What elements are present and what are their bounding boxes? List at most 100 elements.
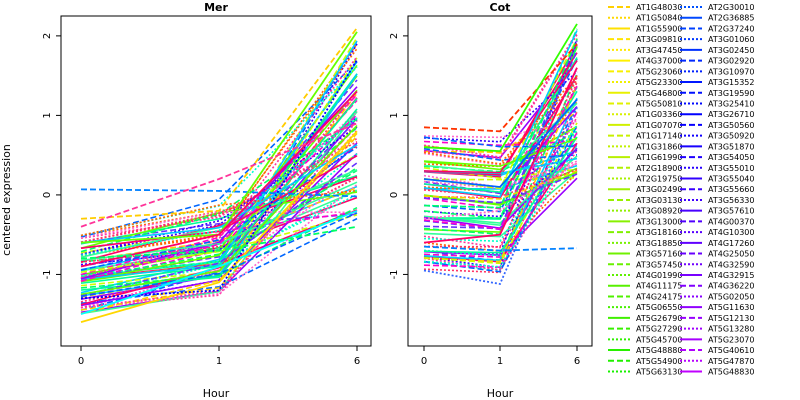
legend-label: AT1G03360 [636, 110, 682, 119]
legend-label: AT3G02490 [636, 185, 682, 194]
legend-label: AT4G01990 [636, 271, 682, 280]
series-line [423, 136, 578, 148]
legend-label: AT2G19750 [636, 175, 682, 184]
series-line [80, 43, 358, 257]
legend-label: AT4G17260 [708, 239, 754, 248]
series-line [80, 166, 358, 276]
legend-label: AT4G37000 [636, 57, 682, 66]
panel-title: Mer [204, 1, 228, 14]
series-line [80, 59, 358, 300]
legend-label: AT4G10300 [708, 228, 754, 237]
series-line [80, 124, 358, 296]
legend-label: AT3G01060 [708, 35, 754, 44]
legend-label: AT5G27290 [636, 325, 682, 334]
series-line [80, 212, 358, 298]
series-line [423, 30, 578, 198]
series-line [423, 38, 578, 220]
legend-label: AT2G30010 [708, 3, 754, 12]
legend-label: AT1G17140 [636, 132, 682, 141]
legend-label: AT5G40610 [708, 346, 754, 355]
x-tick-label: 0 [78, 356, 84, 367]
mer-panel: Mer 0 1 6 Hour -1 0 1 2 [42, 1, 372, 400]
legend-label: AT3G57160 [636, 250, 682, 259]
legend-label: AT5G12130 [708, 314, 754, 323]
series-line [423, 98, 578, 188]
y-tick-label: -1 [389, 269, 400, 279]
series-line [80, 129, 358, 309]
legend-label: AT4G00370 [708, 217, 754, 226]
series-line [80, 116, 358, 257]
series-line [423, 57, 578, 193]
plot-frame [60, 15, 372, 347]
x-axis-title: Hour [203, 387, 230, 400]
x-tick-label: 1 [497, 356, 503, 367]
series-line [80, 126, 358, 256]
x-tick-label: 0 [421, 356, 427, 367]
series-line [80, 225, 358, 260]
series-line [423, 137, 578, 167]
legend-label: AT3G54050 [708, 153, 754, 162]
series-line [423, 147, 578, 161]
series-line [80, 48, 358, 257]
series-line [423, 169, 578, 200]
series-line [80, 206, 358, 289]
legend-label: AT3G55010 [708, 164, 754, 173]
series-line [80, 209, 358, 316]
series-line [80, 175, 358, 263]
legend-label: AT3G57610 [708, 207, 754, 216]
legend-label: AT5G47870 [708, 357, 754, 366]
series-line [80, 145, 358, 243]
series-line [423, 145, 578, 268]
legend-label: AT3G26710 [708, 110, 754, 119]
legend-label: AT4G32590 [708, 260, 754, 269]
legend-label: AT3G18850 [636, 239, 682, 248]
series-line [80, 132, 358, 311]
legend-label: AT3G51870 [708, 142, 754, 151]
legend-label: AT5G46800 [636, 89, 682, 98]
legend-label: AT4G11175 [636, 282, 682, 291]
series-line [423, 245, 578, 252]
legend-label: AT3G13000 [636, 217, 682, 226]
series-line [80, 188, 358, 198]
legend-label: AT5G54900 [636, 357, 682, 366]
legend-label: AT2G37240 [708, 24, 754, 33]
x-tick-label: 6 [574, 356, 580, 367]
series-line [423, 23, 578, 153]
legend-label: AT5G23070 [708, 335, 754, 344]
series-lines [423, 23, 578, 285]
series-line [80, 181, 358, 262]
series-line [423, 101, 578, 154]
legend-label: AT2G36885 [708, 14, 754, 23]
series-line [423, 125, 578, 273]
legend-label: AT4G36220 [708, 282, 754, 291]
x-tick-label: 1 [216, 356, 222, 367]
legend-label: AT3G10970 [708, 67, 754, 76]
series-line [423, 149, 578, 271]
series-line [423, 140, 578, 147]
legend-label: AT3G55040 [708, 175, 754, 184]
legend-label: AT1G61990 [636, 153, 682, 162]
legend-label: AT3G03130 [636, 196, 682, 205]
series-line [80, 146, 358, 271]
series-line [423, 148, 578, 218]
series-line [423, 67, 578, 244]
legend-label: AT5G50810 [636, 99, 682, 108]
series-line [423, 77, 578, 248]
legend-label: AT3G50920 [708, 132, 754, 141]
series-line [423, 167, 578, 180]
y-tick-label: 2 [42, 33, 53, 39]
y-tick-label: 1 [389, 112, 400, 118]
legend-label: AT3G02920 [708, 57, 754, 66]
series-line [423, 171, 578, 205]
legend-label: AT2G18900 [636, 164, 682, 173]
legend-label: AT5G23300 [636, 78, 682, 87]
series-line [423, 34, 578, 160]
series-line [423, 111, 578, 153]
series-lines [80, 27, 358, 324]
y-axis-title: centered expression [0, 144, 13, 256]
legend-label: AT5G11630 [708, 303, 754, 312]
legend-label: AT3G56330 [708, 196, 754, 205]
legend-label: AT5G45700 [636, 335, 682, 344]
legend-label: AT5G23060 [636, 67, 682, 76]
